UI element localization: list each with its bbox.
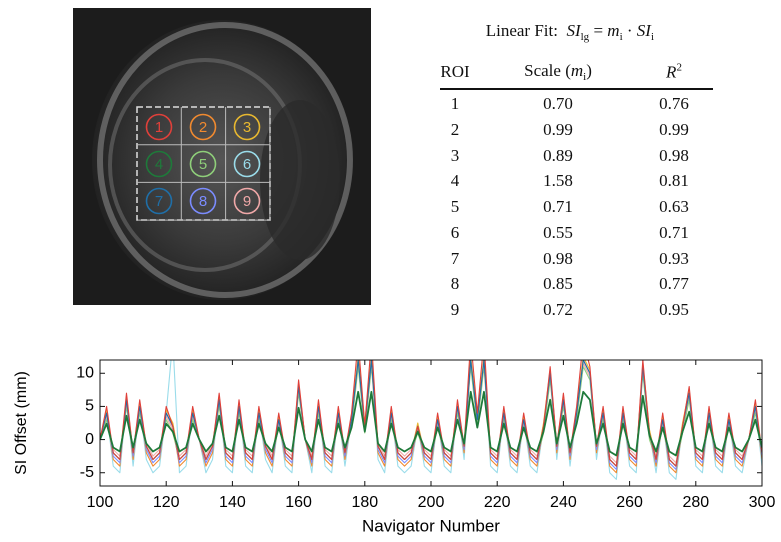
table-rule xyxy=(440,88,713,90)
header-math: R xyxy=(666,62,677,82)
table-cell: 1 xyxy=(450,94,460,113)
table-cell: 0.70 xyxy=(543,94,573,113)
table-cell: 0.89 xyxy=(543,145,573,165)
header-text: Scale ( xyxy=(524,60,571,80)
roi-label: 4 xyxy=(155,156,163,173)
table-cell: 4 xyxy=(450,171,460,191)
table-cell: 0.98 xyxy=(543,248,573,268)
roi-circle xyxy=(233,187,261,215)
table-cell: 7 xyxy=(450,248,460,268)
anatomy xyxy=(260,100,340,260)
table-cell: 0.99 xyxy=(543,119,573,139)
roi-label: 3 xyxy=(243,119,251,136)
roi-circle xyxy=(233,113,261,141)
column-header: ROI xyxy=(440,62,469,82)
column-header: Scale (mi) xyxy=(524,61,592,83)
formula-token: · xyxy=(626,20,633,40)
table-cell: 0.85 xyxy=(543,274,573,294)
roi-label: 9 xyxy=(243,193,251,210)
table-cell: 2 xyxy=(450,119,460,139)
formula-token: SI xyxy=(566,20,581,40)
roi-circle xyxy=(189,150,217,178)
table-cell: 5 xyxy=(450,197,460,216)
table-cell: 0.99 xyxy=(659,119,689,139)
subscript: i xyxy=(650,31,655,44)
table-cell: 0.55 xyxy=(543,222,573,242)
table-cell: 0.95 xyxy=(659,300,689,319)
roi-circle xyxy=(145,187,173,215)
table-cell: 0.81 xyxy=(659,171,689,191)
formula-token: SI xyxy=(636,20,651,40)
table-cell: 0.71 xyxy=(543,197,573,216)
table-cell: 0.71 xyxy=(659,222,689,242)
roi-label: 5 xyxy=(199,156,207,173)
subscript: lg xyxy=(580,31,590,44)
title-label: Linear Fit: xyxy=(485,20,558,40)
anatomy xyxy=(97,22,353,298)
table-cell: 8 xyxy=(450,274,460,294)
header-math: m xyxy=(570,60,584,80)
table-cell: 0.77 xyxy=(659,274,689,294)
roi-label: 2 xyxy=(199,119,207,136)
superscript: 2 xyxy=(676,61,682,74)
roi-label: 6 xyxy=(243,156,251,173)
table-cell: 3 xyxy=(450,145,460,165)
table-cell: 0.98 xyxy=(659,145,689,165)
column-header: R2 xyxy=(666,62,682,83)
table-cell: 9 xyxy=(450,300,460,319)
roi-circle xyxy=(145,150,173,178)
table-cell: 0.63 xyxy=(659,197,689,216)
header-text: ROI xyxy=(440,62,470,81)
roi-circle xyxy=(145,113,173,141)
table-cell: 0.76 xyxy=(659,94,689,113)
subscript: i xyxy=(583,71,587,84)
roi-circle xyxy=(233,150,261,178)
header-tail: ) xyxy=(586,60,592,80)
roi-label: 1 xyxy=(155,119,163,136)
roi-circle xyxy=(189,113,217,141)
roi-circle xyxy=(189,187,217,215)
table-cell: 1.58 xyxy=(543,171,573,191)
table-cell: 6 xyxy=(450,222,460,242)
formula-token: = xyxy=(593,20,604,40)
subscript: i xyxy=(619,31,623,44)
roi-label: 7 xyxy=(155,193,163,210)
roi-label: 8 xyxy=(199,193,207,210)
formula-token: m xyxy=(607,20,620,40)
table-cell: 0.93 xyxy=(659,248,689,268)
table-cell: 0.72 xyxy=(543,300,573,319)
roi-layer: 1 2 3 4 5 6 7 8 9 xyxy=(137,107,271,221)
table-title: Linear Fit: SIlg = mi · SIi xyxy=(486,21,659,43)
